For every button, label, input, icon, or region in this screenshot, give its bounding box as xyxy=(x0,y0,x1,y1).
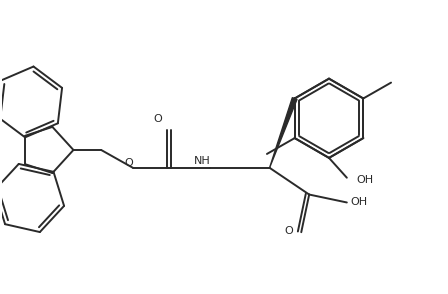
Text: OH: OH xyxy=(357,175,374,185)
Text: OH: OH xyxy=(351,198,368,208)
Text: O: O xyxy=(125,158,134,168)
Polygon shape xyxy=(270,98,297,168)
Text: O: O xyxy=(284,226,293,236)
Text: O: O xyxy=(154,114,163,124)
Text: NH: NH xyxy=(194,156,211,166)
